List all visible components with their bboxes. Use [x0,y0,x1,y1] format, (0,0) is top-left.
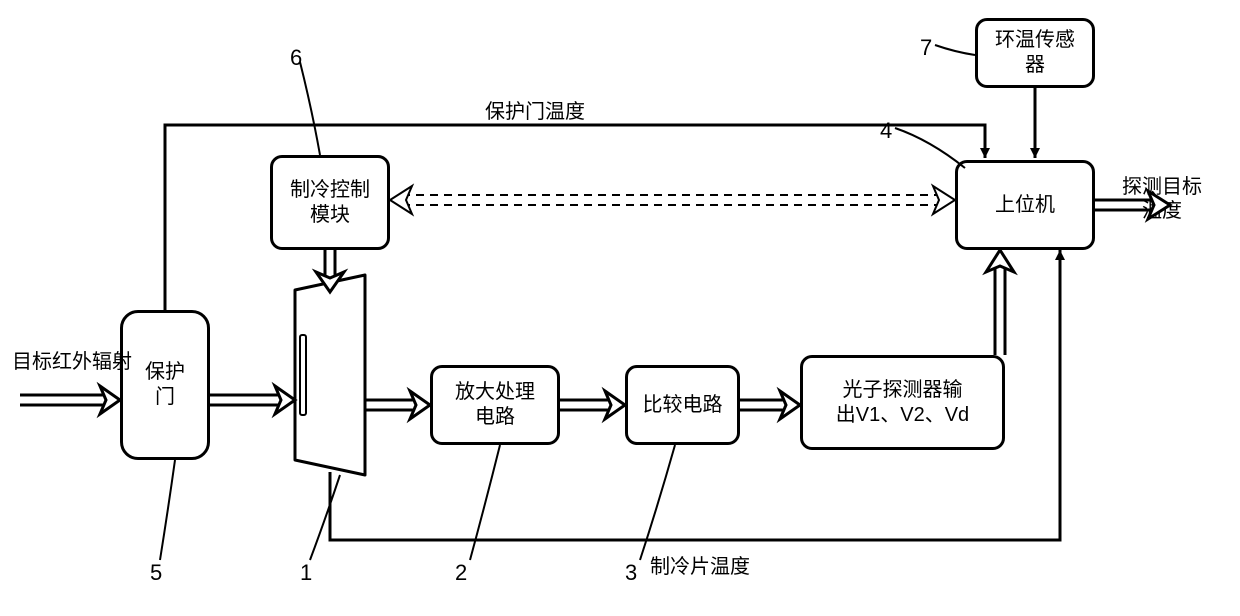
cooling-module-label: 制冷控制模块 [290,178,370,228]
amp-circuit: 放大处理电路 [430,365,560,445]
compare-circuit: 比较电路 [625,365,740,445]
ref-5: 5 [150,560,162,586]
output-block-label: 光子探测器输出V1、V2、Vd [836,378,969,428]
host: 上位机 [955,160,1095,250]
target-out-label: 探测目标温度 [1122,175,1202,223]
leader-2 [470,445,500,560]
ir-input-label: 目标红外辐射 [12,350,132,374]
leader-6 [300,62,320,155]
photon-detector-label: 光子探测器 [318,330,358,405]
arrow-det-to-amp [365,391,430,419]
ref-2: 2 [455,560,467,586]
amp-circuit-label: 放大处理电路 [455,380,535,430]
leader-3 [640,445,675,560]
leader-5 [160,460,175,560]
ambient-sensor-label: 环温传感器 [995,28,1075,78]
leader-7 [935,45,975,55]
arrow-cmp-to-out [740,391,800,419]
ref-3: 3 [625,560,637,586]
door-temp-label: 保护门温度 [485,100,585,124]
host-label: 上位机 [995,193,1055,218]
ref-7: 7 [920,35,932,61]
ref-4: 4 [880,118,892,144]
arrow-cool-to-det [316,250,344,292]
cool-temp-label: 制冷片温度 [650,555,750,579]
arrow-ir-to-door [20,386,120,414]
cooling-module: 制冷控制模块 [270,155,390,250]
ref-6: 6 [290,45,302,71]
protective-door-label: 保护门 [145,360,185,410]
ambient-sensor: 环温传感器 [975,18,1095,88]
output-block: 光子探测器输出V1、V2、Vd [800,355,1005,450]
ref-1: 1 [300,560,312,586]
arrow-out-to-host [986,250,1014,355]
leader-1 [310,475,340,560]
arrow-host-cooling-bidir [390,186,955,214]
protective-door: 保护门 [120,310,210,460]
diagram-overlay [0,0,1240,616]
compare-circuit-label: 比较电路 [643,393,723,418]
arrow-door-to-det [210,386,295,414]
arrow-amp-to-cmp [560,391,625,419]
leader-4 [895,128,965,168]
